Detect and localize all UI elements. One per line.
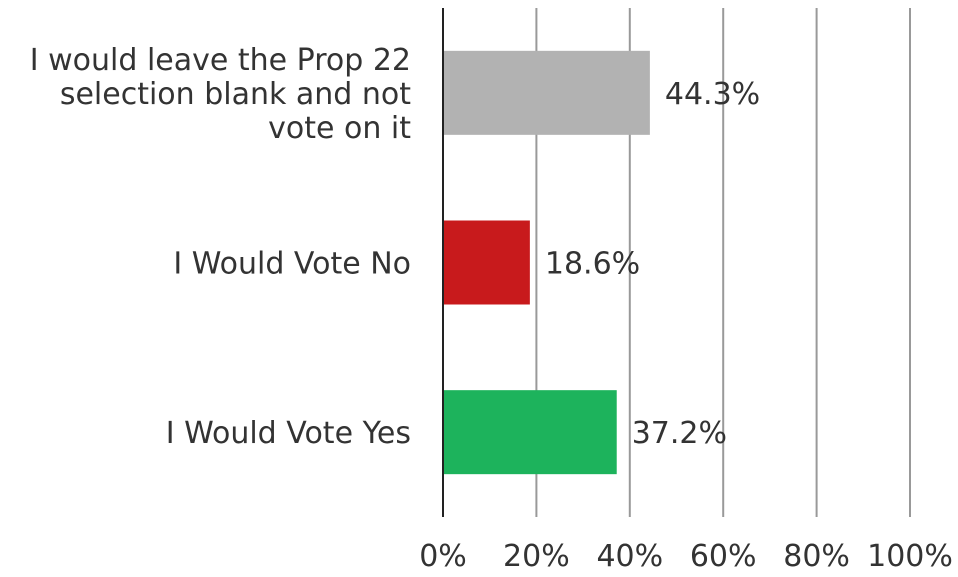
x-tick-label: 20% — [503, 539, 570, 574]
data-label: 37.2% — [632, 416, 727, 451]
data-label: 44.3% — [665, 77, 760, 112]
category-label: I would leave the Prop 22 — [30, 43, 411, 78]
x-tick-label: 40% — [596, 539, 663, 574]
category-label: I Would Vote Yes — [166, 416, 411, 451]
data-label: 18.6% — [545, 247, 640, 282]
bar — [443, 390, 617, 475]
bar — [443, 50, 650, 135]
x-tick-label: 100% — [867, 539, 953, 574]
x-tick-labels: 0% 20% 40% 60% 80% 100% — [419, 539, 953, 574]
category-label: I Would Vote No — [173, 247, 411, 282]
bar — [443, 220, 530, 305]
category-label: vote on it — [268, 111, 411, 146]
x-tick-label: 0% — [419, 539, 467, 574]
x-tick-label: 80% — [783, 539, 850, 574]
data-labels: 44.3% 18.6% 37.2% — [545, 77, 760, 451]
x-tick-label: 60% — [690, 539, 757, 574]
category-label: selection blank and not — [60, 77, 411, 112]
bars — [443, 50, 650, 475]
